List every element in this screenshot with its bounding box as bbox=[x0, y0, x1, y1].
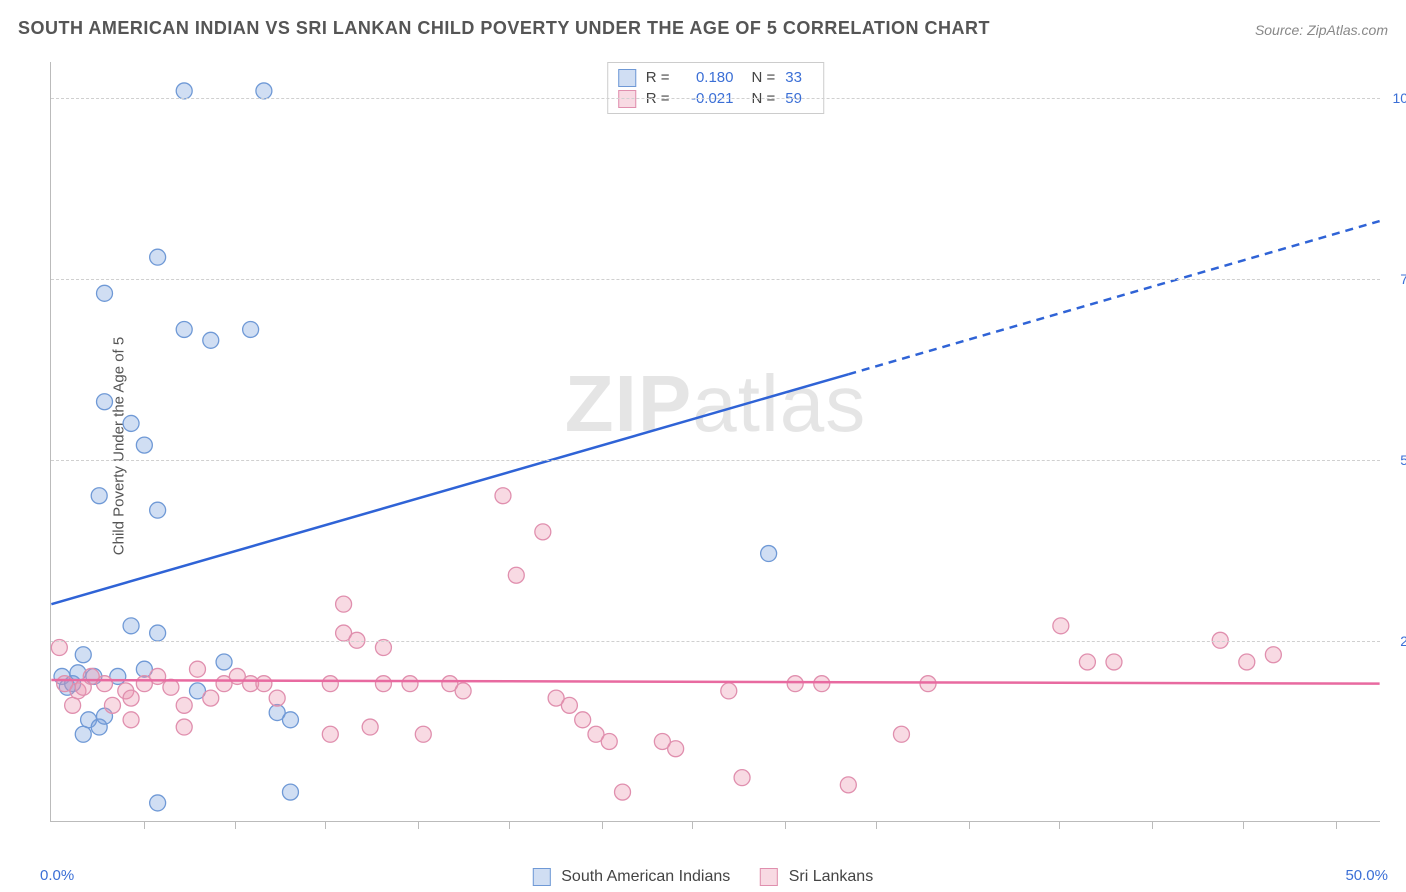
data-point bbox=[761, 546, 777, 562]
data-point bbox=[136, 437, 152, 453]
x-axis-start-label: 0.0% bbox=[40, 867, 74, 884]
data-point bbox=[1053, 618, 1069, 634]
correlation-legend: R = 0.180 N = 33 R = -0.021 N = 59 bbox=[607, 62, 825, 114]
data-point bbox=[176, 83, 192, 99]
data-point bbox=[123, 415, 139, 431]
legend-label-1: South American Indians bbox=[561, 868, 730, 885]
data-point bbox=[840, 777, 856, 793]
data-point bbox=[601, 733, 617, 749]
data-point bbox=[561, 697, 577, 713]
legend-label-2: Sri Lankans bbox=[789, 868, 874, 885]
data-point bbox=[123, 690, 139, 706]
data-point bbox=[415, 726, 431, 742]
data-point bbox=[1079, 654, 1095, 670]
data-point bbox=[362, 719, 378, 735]
data-point bbox=[150, 668, 166, 684]
scatter-chart: SOUTH AMERICAN INDIAN VS SRI LANKAN CHIL… bbox=[0, 0, 1406, 892]
data-point bbox=[256, 676, 272, 692]
x-axis-end-label: 50.0% bbox=[1345, 867, 1388, 884]
legend-swatch-bottom-2 bbox=[760, 868, 778, 886]
data-point bbox=[734, 770, 750, 786]
data-point bbox=[787, 676, 803, 692]
data-point bbox=[150, 502, 166, 518]
data-point bbox=[336, 596, 352, 612]
series-legend: South American Indians Sri Lankans bbox=[533, 868, 873, 886]
legend-n-value-1: 33 bbox=[785, 67, 813, 88]
data-point bbox=[176, 321, 192, 337]
legend-r-label-1: R = bbox=[646, 67, 670, 88]
data-point bbox=[322, 676, 338, 692]
data-point bbox=[402, 676, 418, 692]
data-point bbox=[189, 661, 205, 677]
data-point bbox=[150, 795, 166, 811]
legend-swatch-bottom-1 bbox=[533, 868, 551, 886]
data-point bbox=[123, 618, 139, 634]
data-point bbox=[163, 679, 179, 695]
data-point bbox=[535, 524, 551, 540]
data-point bbox=[97, 285, 113, 301]
trend-line-solid bbox=[51, 374, 848, 604]
data-point bbox=[123, 712, 139, 728]
legend-n-label-1: N = bbox=[752, 67, 776, 88]
data-point bbox=[668, 741, 684, 757]
y-tick-label: 75.0% bbox=[1385, 271, 1406, 287]
data-point bbox=[150, 249, 166, 265]
data-point bbox=[150, 625, 166, 641]
plot-svg bbox=[51, 62, 1380, 821]
data-point bbox=[203, 332, 219, 348]
data-point bbox=[1239, 654, 1255, 670]
data-point bbox=[176, 719, 192, 735]
data-point bbox=[243, 321, 259, 337]
data-point bbox=[269, 690, 285, 706]
data-point bbox=[721, 683, 737, 699]
data-point bbox=[97, 394, 113, 410]
data-point bbox=[216, 654, 232, 670]
data-point bbox=[1265, 647, 1281, 663]
source-label: Source: ZipAtlas.com bbox=[1255, 22, 1388, 38]
data-point bbox=[75, 647, 91, 663]
data-point bbox=[65, 697, 81, 713]
data-point bbox=[1106, 654, 1122, 670]
data-point bbox=[322, 726, 338, 742]
data-point bbox=[893, 726, 909, 742]
data-point bbox=[203, 690, 219, 706]
data-point bbox=[256, 83, 272, 99]
legend-swatch-1 bbox=[618, 69, 636, 87]
data-point bbox=[814, 676, 830, 692]
data-point bbox=[282, 712, 298, 728]
data-point bbox=[104, 697, 120, 713]
trend-line-dashed bbox=[848, 221, 1379, 374]
data-point bbox=[75, 726, 91, 742]
legend-item-series-1: South American Indians bbox=[533, 868, 730, 886]
data-point bbox=[97, 676, 113, 692]
data-point bbox=[495, 488, 511, 504]
data-point bbox=[282, 784, 298, 800]
y-tick-label: 100.0% bbox=[1385, 90, 1406, 106]
y-tick-label: 50.0% bbox=[1385, 452, 1406, 468]
y-tick-label: 25.0% bbox=[1385, 633, 1406, 649]
plot-area: ZIPatlas R = 0.180 N = 33 R = -0.021 N =… bbox=[50, 62, 1380, 822]
data-point bbox=[575, 712, 591, 728]
legend-r-value-1: 0.180 bbox=[680, 67, 734, 88]
legend-item-series-2: Sri Lankans bbox=[760, 868, 873, 886]
data-point bbox=[508, 567, 524, 583]
data-point bbox=[176, 697, 192, 713]
data-point bbox=[455, 683, 471, 699]
chart-title: SOUTH AMERICAN INDIAN VS SRI LANKAN CHIL… bbox=[18, 18, 990, 39]
legend-row-series-1: R = 0.180 N = 33 bbox=[618, 67, 814, 88]
data-point bbox=[615, 784, 631, 800]
data-point bbox=[91, 488, 107, 504]
data-point bbox=[375, 676, 391, 692]
